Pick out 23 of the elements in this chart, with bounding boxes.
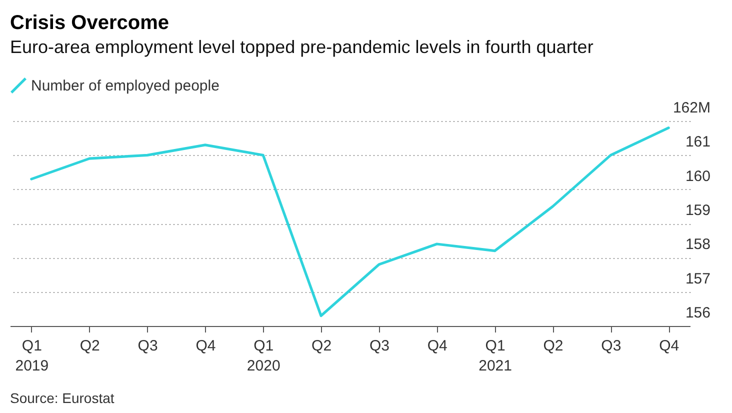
x-tick-label: Q4 <box>427 338 448 354</box>
y-tick-label: 162M <box>672 100 710 116</box>
x-tick-label: Q2 <box>543 338 564 354</box>
chart-title: Crisis Overcome <box>10 12 169 34</box>
y-tick-label: 160 <box>685 168 710 185</box>
source-note: Source: Eurostat <box>10 390 114 406</box>
x-tick-label: Q3 <box>369 338 390 354</box>
x-tick-label: Q3 <box>138 338 158 354</box>
x-tick-label: Q1 2020 <box>246 338 280 374</box>
x-tick-label: Q3 <box>601 338 622 354</box>
x-tick-label: Q2 <box>312 338 332 354</box>
y-tick-label: 156 <box>685 304 710 322</box>
x-tick-label: Q4 <box>659 338 680 354</box>
x-tick-label: Q1 2019 <box>15 338 49 374</box>
legend-label: Number of employed people <box>31 78 220 94</box>
x-tick-label: Q4 <box>196 338 216 354</box>
y-tick-label: 158 <box>685 236 710 254</box>
y-tick-label: 159 <box>685 202 710 219</box>
x-tick-label: Q2 <box>80 338 100 354</box>
x-tick-label: Q1 2021 <box>478 338 512 374</box>
chart-subtitle: Euro-area employment level topped pre-pandemic levels in fourth quarter <box>10 37 594 57</box>
y-tick-label: 161 <box>685 134 710 151</box>
y-tick-label: 157 <box>685 270 710 288</box>
